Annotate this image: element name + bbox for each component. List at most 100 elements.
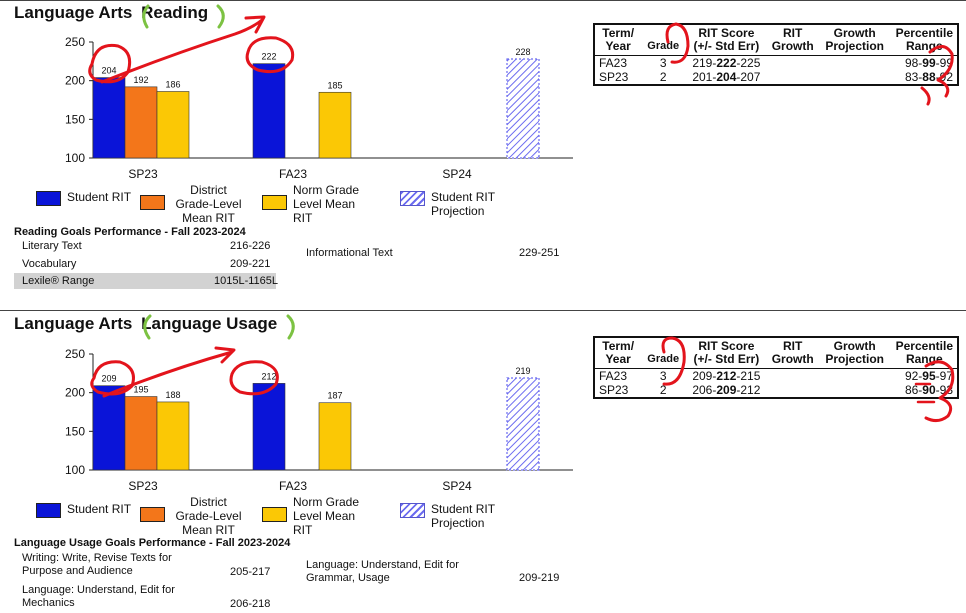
y-tick-label: 100: [65, 151, 85, 165]
y-tick-label: 150: [65, 112, 85, 126]
pct-high: -97: [935, 369, 953, 383]
legend-label: Student RIT Projection: [431, 502, 495, 530]
legend-swatch-hatched: [400, 191, 425, 206]
pct-mid: 90: [922, 383, 936, 397]
table-row: FA23 3 219-222-225 98-99-99: [595, 56, 957, 71]
goal-label: Literary Text: [22, 240, 82, 252]
legend-label: Student RIT: [67, 502, 132, 516]
col-term: Term/ Year: [602, 26, 635, 53]
col-rit-score: RIT Score (+/- Std Err): [693, 339, 760, 366]
reading-rit-table: Term/ Year Grade RIT Score (+/- Std Err)…: [593, 23, 959, 86]
col-growth-projection: Growth Projection: [825, 26, 884, 53]
percentile-cell: 86-90-93: [892, 383, 957, 397]
goals-heading: Language Usage Goals Performance - Fall …: [14, 537, 291, 549]
goal-label: Vocabulary: [22, 258, 77, 270]
term-cell: FA23: [599, 369, 628, 383]
col-percentile: Percentile Range: [895, 26, 953, 53]
x-category-label: FA23: [279, 479, 307, 493]
grade-cell: 3: [659, 369, 667, 383]
y-tick-label: 150: [65, 424, 85, 438]
bar-value-label: 195: [133, 385, 148, 395]
pct-mid: 95: [922, 369, 936, 383]
section-title-prefix: Language Arts: [14, 314, 133, 333]
rit-table: Term/ Year Grade RIT Score (+/- Std Err)…: [595, 338, 957, 397]
growth-cell: [768, 70, 818, 84]
y-tick-label: 200: [65, 74, 85, 88]
table-header-row: Term/ Year Grade RIT Score (+/- Std Err)…: [595, 338, 957, 369]
pct-mid: 88: [922, 70, 936, 84]
lexile-label: Lexile® Range: [22, 275, 95, 287]
legend-norm-mean: Norm Grade Level Mean RIT: [262, 495, 372, 537]
growth-cell: [768, 369, 818, 384]
legend-swatch-blue: [36, 191, 61, 206]
rit-low: 209-: [692, 369, 717, 383]
bar-value-label: 188: [165, 390, 180, 400]
goal-range: 206-218: [230, 598, 271, 610]
legend-swatch-yellow: [262, 507, 287, 522]
projection-cell: [818, 56, 892, 71]
reading-rit-chart: 100 150 200 250 SP23 FA23 SP24 204 222 192 186 185 2…: [65, 35, 573, 181]
section-title-prefix: Language Arts: [14, 3, 133, 22]
rit-score: 212: [716, 369, 737, 383]
pct-high: -93: [935, 383, 953, 397]
rit-low: 201-: [692, 70, 717, 84]
col-percentile: Percentile Range: [895, 339, 953, 366]
legend-label: Norm Grade Level Mean RIT: [293, 183, 360, 225]
student-rit-bar: [252, 383, 286, 471]
red-underline: [920, 86, 931, 106]
section-title-subject: Reading: [141, 3, 209, 22]
legend-district-mean: District Grade-Level Mean RIT: [140, 183, 250, 225]
goals-heading: Reading Goals Performance - Fall 2023-20…: [14, 226, 246, 238]
goal-label: Writing: Write, Revise Texts for Purpose…: [22, 552, 172, 577]
legend-swatch-hatched: [400, 503, 425, 518]
student-rit-bar: [92, 385, 126, 471]
goal-range: 229-251: [519, 247, 560, 259]
goal-range: 205-217: [230, 566, 271, 578]
term-cell: SP23: [599, 383, 629, 397]
section-title-reading: Language Arts Reading: [14, 3, 212, 23]
x-category-label: SP24: [442, 479, 472, 493]
percentile-cell: 83-88-92: [892, 70, 957, 84]
legend-label: District Grade-Level Mean RIT: [175, 495, 242, 537]
goal-label: Informational Text: [306, 247, 393, 259]
bar-value-label: 228: [515, 47, 530, 57]
legend-swatch-yellow: [262, 195, 287, 210]
grade-cell: 3: [659, 56, 667, 70]
legend-label: Student RIT Projection: [431, 190, 495, 218]
rit-high: -212: [736, 383, 761, 397]
x-category-label: SP24: [442, 167, 472, 181]
rit-score: 222: [716, 56, 737, 70]
pct-low: 83-: [904, 70, 923, 84]
legend-projection: Student RIT Projection: [400, 502, 510, 530]
table-row: SP23 2 206-209-212 86-90-93: [595, 383, 957, 397]
section-title-language-usage: Language Arts Language Usage: [14, 314, 281, 334]
x-category-label: SP23: [128, 167, 158, 181]
rit-cell: 209-212-215: [685, 369, 768, 383]
rit-high: -225: [736, 56, 761, 70]
legend-district-mean: District Grade-Level Mean RIT: [140, 495, 250, 537]
projection-cell: [818, 383, 892, 397]
legend-label: Student RIT: [67, 190, 132, 204]
bar-value-label: 219: [515, 366, 530, 376]
table-header-row: Term/ Year Grade RIT Score (+/- Std Err)…: [595, 25, 957, 56]
legend-swatch-blue: [36, 503, 61, 518]
bar-value-label: 187: [327, 391, 342, 401]
table-row: FA23 3 209-212-215 92-95-97: [595, 369, 957, 384]
col-rit-score: RIT Score (+/- Std Err): [693, 26, 760, 53]
rit-low: 206-: [692, 383, 717, 397]
norm-mean-bar: [156, 401, 190, 471]
norm-mean-bar: [156, 91, 190, 159]
y-tick-label: 250: [65, 35, 85, 49]
term-cell: FA23: [599, 56, 628, 70]
rit-cell: 201-204-207: [685, 70, 768, 84]
goal-range: 209-219: [519, 572, 560, 584]
goal-label: Language: Understand, Edit for Mechanics: [22, 584, 175, 609]
col-rit-growth: RIT Growth: [771, 26, 814, 53]
bar-value-label: 192: [133, 75, 148, 85]
legend-student-rit: Student RIT: [36, 502, 131, 518]
term-cell: SP23: [599, 70, 629, 84]
rit-high: -207: [736, 70, 761, 84]
table-row: SP23 2 201-204-207 83-88-92: [595, 70, 957, 84]
pct-high: -99: [935, 56, 953, 70]
lexile-range: 1015L-1165L: [214, 275, 279, 287]
